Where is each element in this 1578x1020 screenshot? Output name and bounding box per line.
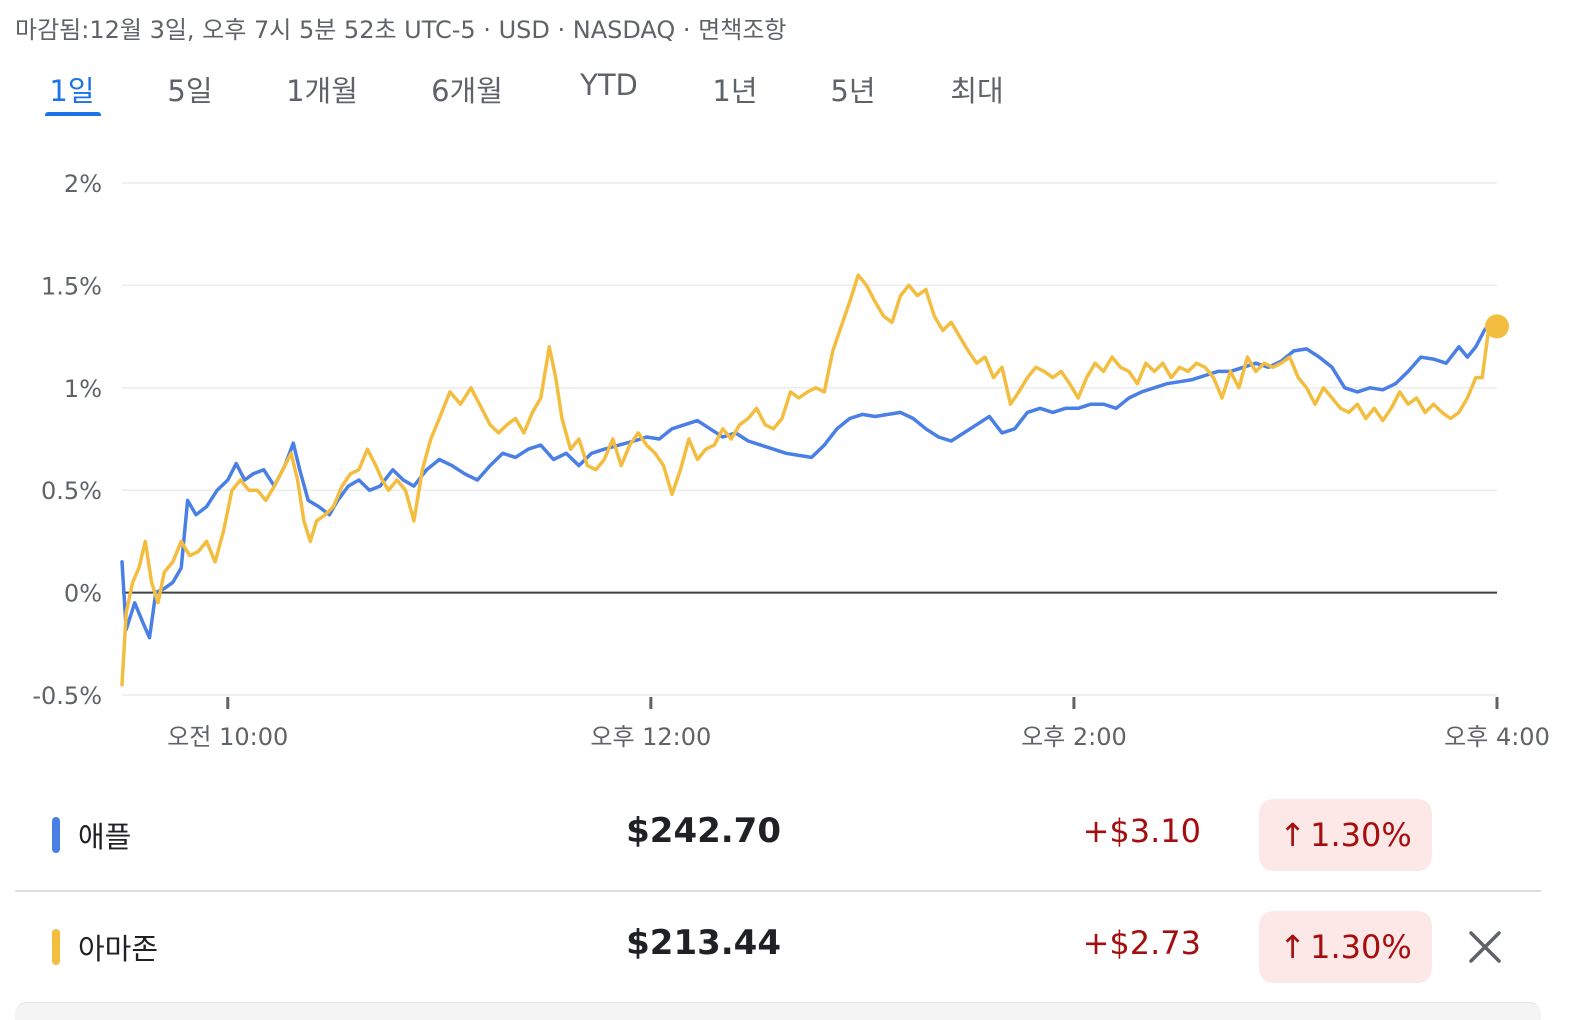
last-price-marker: [1485, 314, 1509, 339]
series-line-0: [120, 320, 1499, 640]
tab-6-months[interactable]: 6개월: [431, 74, 503, 108]
market-status: 마감됨:12월 3일, 오후 7시 5분 52초 UTC-5 · USD · N…: [15, 16, 787, 44]
tab-1-month[interactable]: 1개월: [286, 74, 358, 108]
x-tick-label: 오후 2:00: [1021, 723, 1127, 751]
series-line-1: [120, 273, 1499, 687]
y-tick-label: -0.5%: [32, 682, 102, 710]
percent-change: 1.30%: [1310, 816, 1412, 854]
tab-ytd[interactable]: YTD: [580, 68, 638, 102]
tab-max[interactable]: 최대: [950, 74, 1004, 108]
stock-price: $213.44: [626, 923, 781, 963]
y-tick-label: 0%: [64, 580, 102, 608]
tab-5-days[interactable]: 5일: [167, 74, 213, 108]
close-icon: [1469, 931, 1501, 963]
legend-row-apple[interactable]: 애플 $242.70 +$3.10 ↑ 1.30%: [15, 780, 1541, 892]
chart-grid: [122, 182, 1497, 696]
y-tick-label: 1.5%: [41, 272, 102, 300]
panel-bottom-edge: [15, 1002, 1541, 1020]
percent-change-badge: ↑ 1.30%: [1259, 799, 1432, 871]
price-change: +$2.73: [1082, 924, 1201, 962]
y-axis: 2% 1.5% 1% 0.5% 0% -0.5%: [32, 170, 102, 710]
series-color-swatch: [52, 929, 60, 965]
series-color-swatch: [52, 817, 60, 853]
y-tick-label: 0.5%: [41, 477, 102, 505]
stock-price: $242.70: [626, 811, 781, 851]
arrow-up-icon: ↑: [1279, 816, 1307, 854]
tab-1-day[interactable]: 1일: [49, 74, 95, 108]
chart-series: [120, 273, 1499, 687]
x-axis: 오전 10:00 오후 12:00 오후 2:00 오후 4:00: [167, 697, 1550, 751]
stock-name: 아마존: [78, 932, 159, 966]
stock-name: 애플: [78, 820, 132, 854]
y-tick-label: 1%: [64, 375, 102, 403]
percent-change: 1.30%: [1310, 928, 1412, 966]
tab-5-years[interactable]: 5년: [830, 74, 876, 108]
x-tick-label: 오후 4:00: [1444, 723, 1550, 751]
tab-1-year[interactable]: 1년: [712, 74, 758, 108]
active-tab-indicator: [45, 112, 101, 116]
x-tick-label: 오후 12:00: [590, 723, 711, 751]
percent-change-badge: ↑ 1.30%: [1259, 911, 1432, 983]
x-tick-label: 오전 10:00: [167, 723, 288, 751]
remove-comparison-button[interactable]: [1465, 927, 1505, 967]
stock-line-chart[interactable]: 2% 1.5% 1% 0.5% 0% -0.5% 오전 10:00 오후 12:00 오후 2…: [0, 150, 1578, 760]
time-range-tabs: 1일 5일 1개월 6개월 YTD 1년 5년 최대: [0, 68, 1100, 118]
arrow-up-icon: ↑: [1279, 928, 1307, 966]
y-tick-label: 2%: [64, 170, 102, 198]
legend-row-amazon[interactable]: 아마존 $213.44 +$2.73 ↑ 1.30%: [15, 892, 1541, 1002]
price-change: +$3.10: [1082, 812, 1201, 850]
